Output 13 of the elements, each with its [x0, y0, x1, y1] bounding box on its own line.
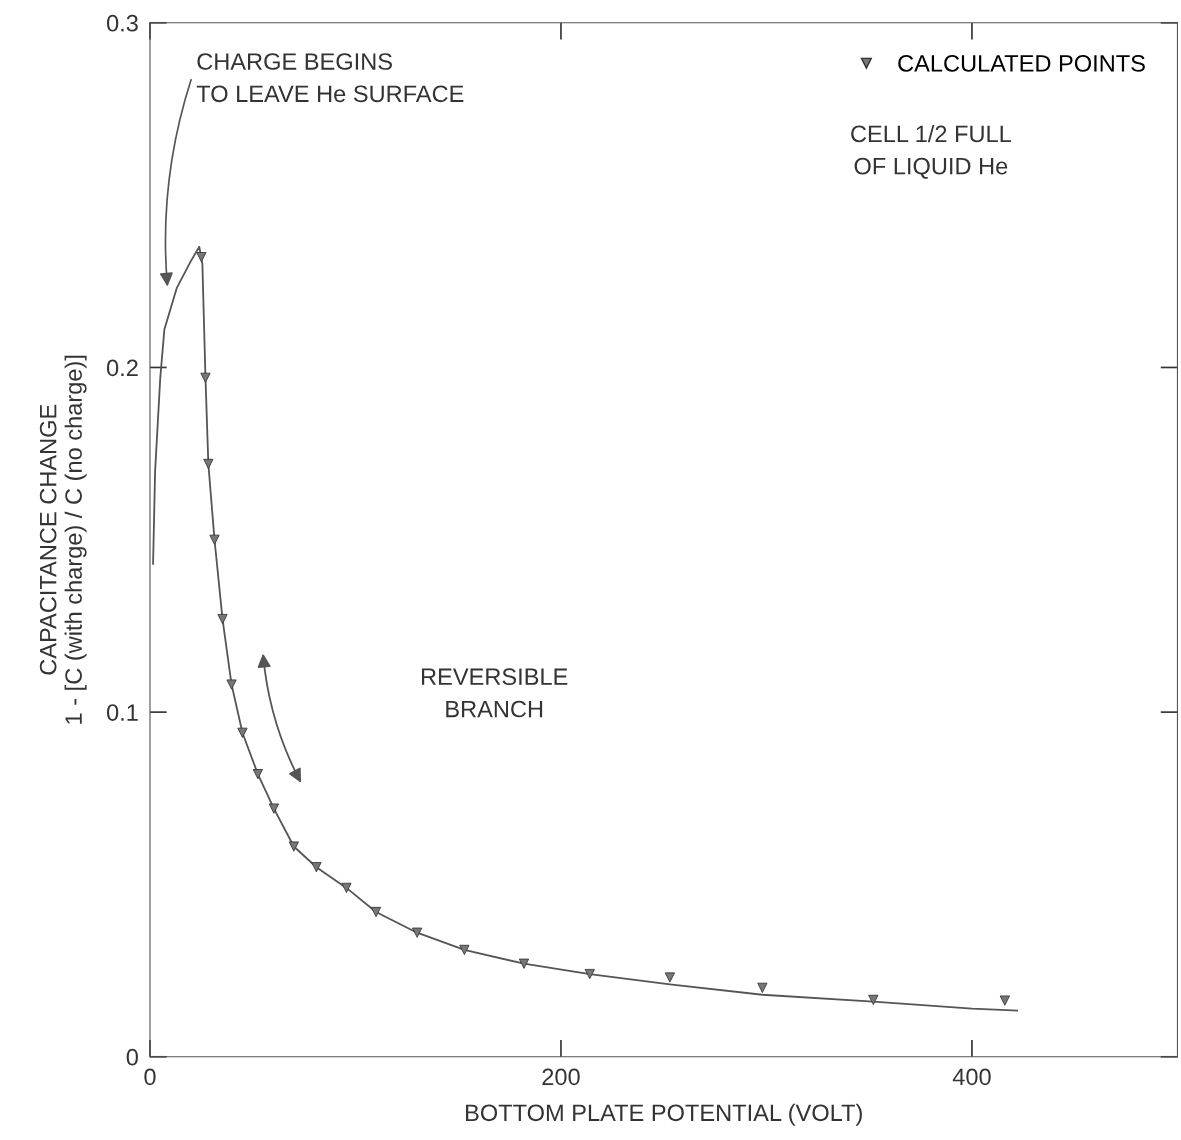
x-tick-label: 0 — [144, 1068, 156, 1086]
annotation: CHARGE BEGINS TO LEAVE He SURFACE — [196, 53, 464, 103]
legend-label: CALCULATED POINTS — [898, 55, 1145, 72]
x-axis-title: BOTTOM PLATE POTENTIAL (VOLT) — [466, 1103, 862, 1126]
y-tick-label: 0.1 — [106, 704, 138, 721]
y-axis-title: CAPACITANCE CHANGE 1 - [C (with charge) / C (no charge)] — [39, 355, 87, 724]
annotation: REVERSIBLE BRANCH — [421, 668, 568, 718]
y-tick-label: 0 — [126, 1048, 138, 1066]
y-tick-label: 0.2 — [106, 359, 138, 377]
annotation: CELL 1/2 FULL OF LIQUID He — [851, 124, 1012, 179]
y-tick-label: 0.3 — [106, 14, 138, 32]
x-tick-label: 200 — [542, 1068, 580, 1086]
x-tick-label: 400 — [952, 1068, 991, 1086]
